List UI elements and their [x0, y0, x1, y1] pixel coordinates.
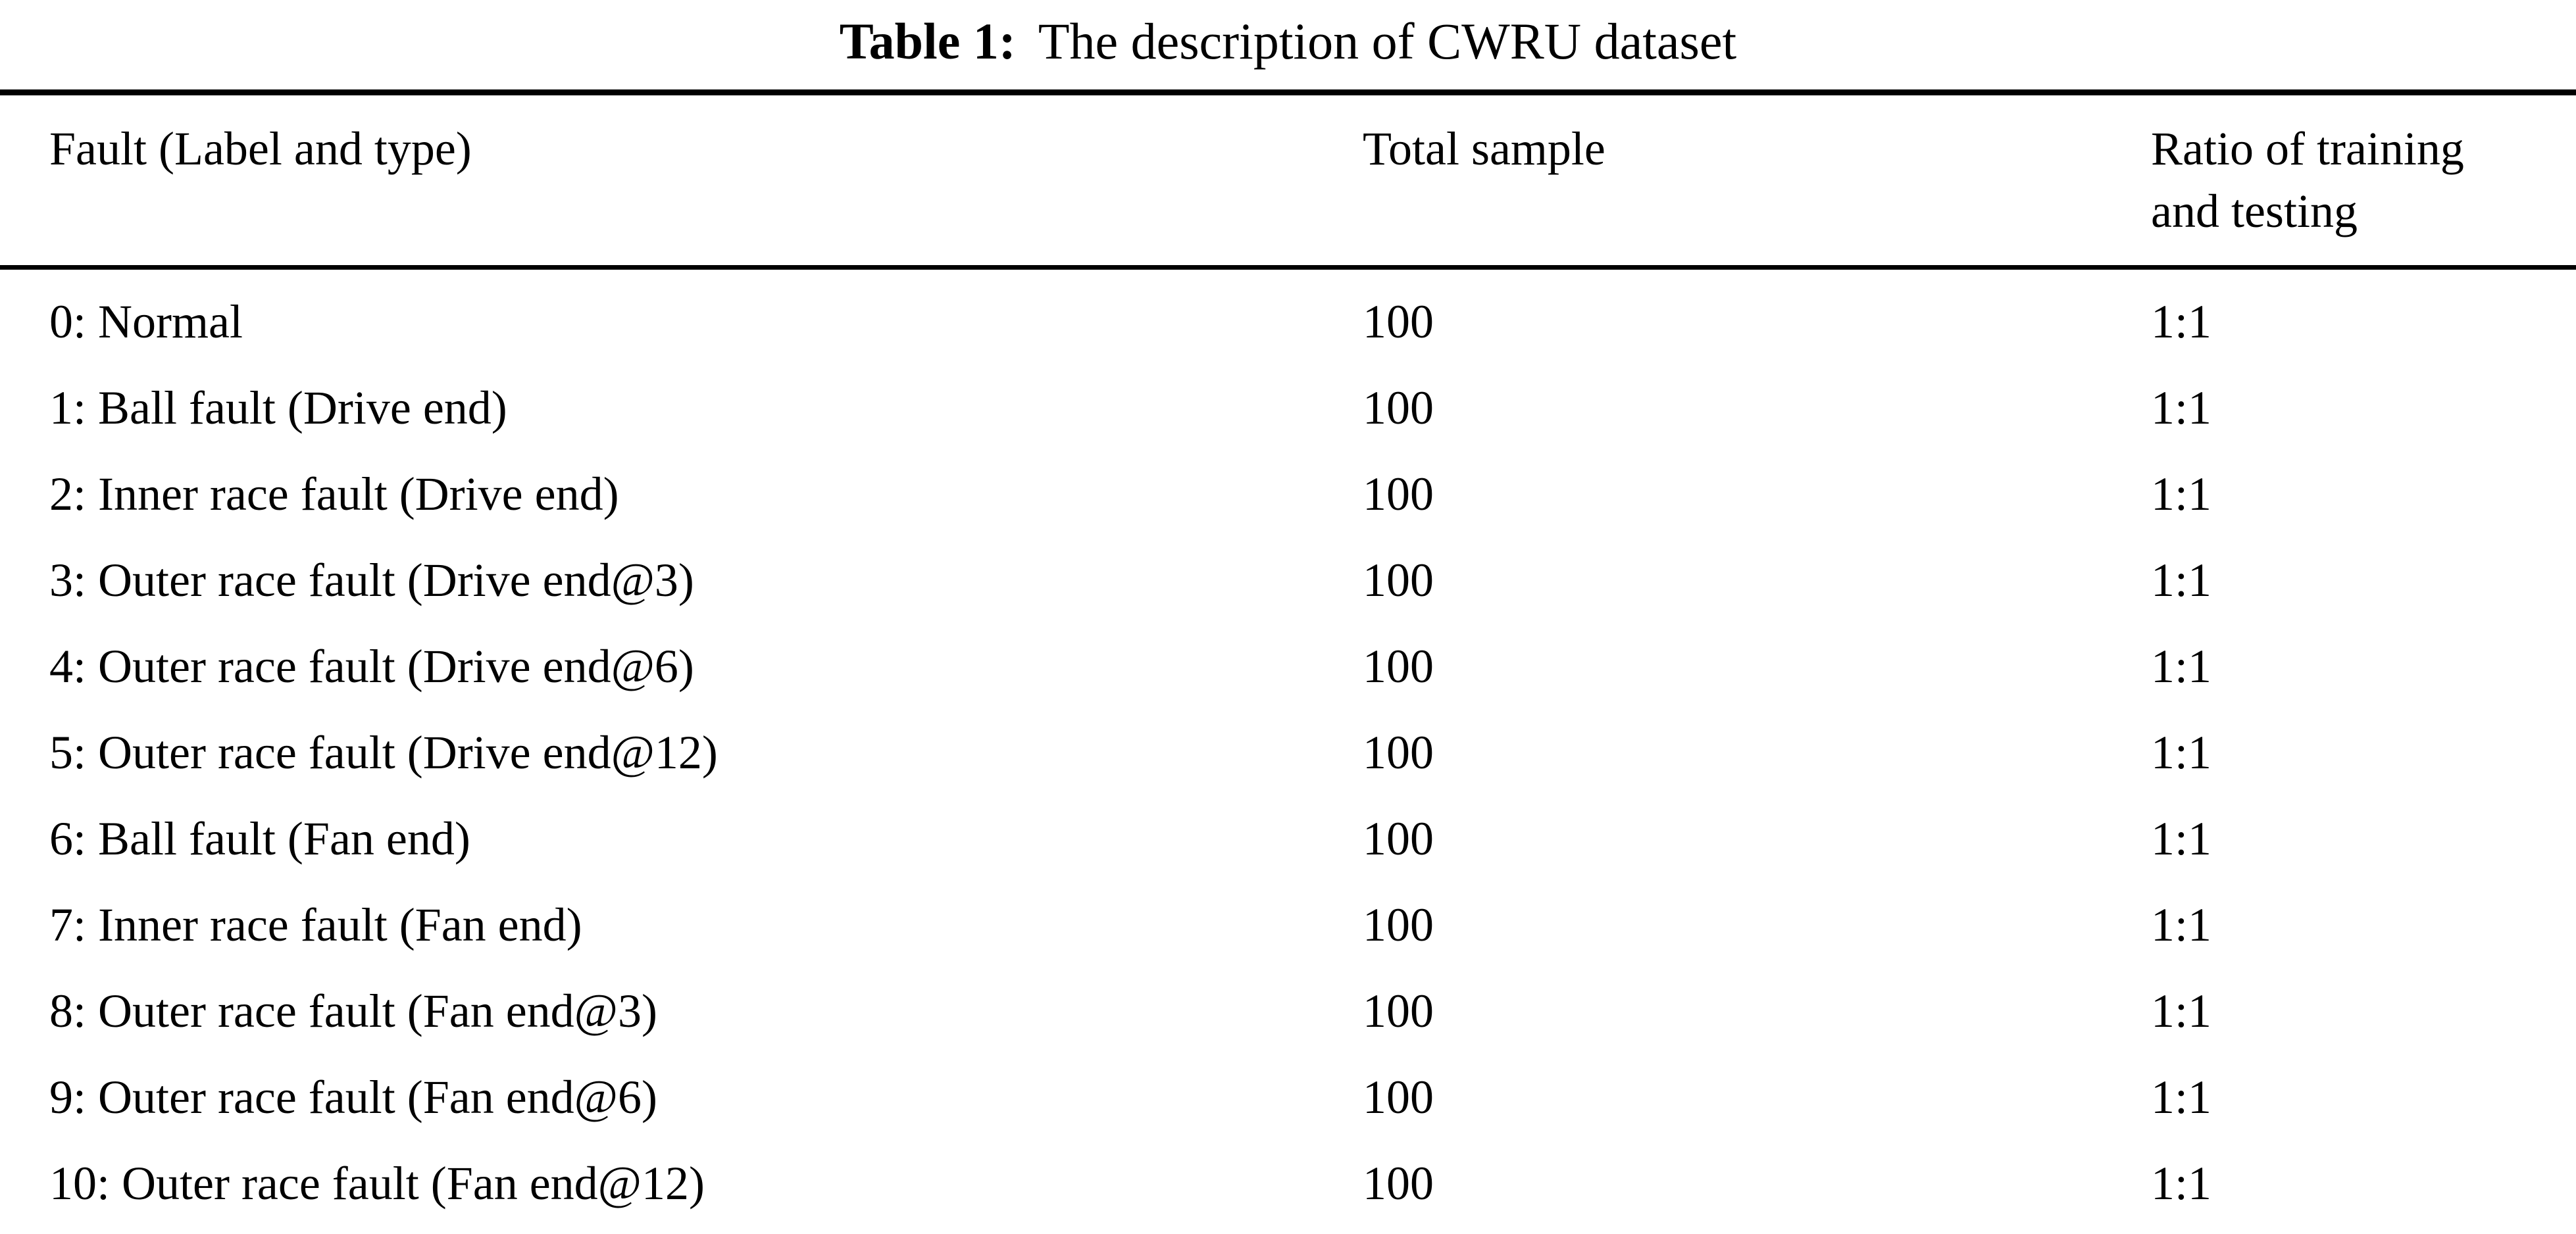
table-header: Fault (Label and type) Total sample Rati… [0, 92, 2576, 270]
total-sample-cell: 100 [1363, 812, 1434, 866]
ratio-cell: 1:1 [2151, 640, 2212, 693]
total-sample-cell: 100 [1363, 382, 1434, 435]
total-sample-cell: 100 [1363, 726, 1434, 779]
fault-cell: 10: Outer race fault (Fan end@12) [49, 1157, 705, 1210]
table-row: 9: Outer race fault (Fan end@6) 100 1:1 [0, 1054, 2576, 1141]
ratio-cell: 1:1 [2151, 382, 2212, 435]
fault-cell: 3: Outer race fault (Drive end@3) [49, 554, 694, 607]
column-header-ratio: Ratio of training and testing [2151, 92, 2576, 270]
total-sample-cell: 100 [1363, 640, 1434, 693]
fault-cell: 1: Ball fault (Drive end) [49, 382, 507, 435]
total-sample-cell: 100 [1363, 899, 1434, 952]
fault-cell: 6: Ball fault (Fan end) [49, 812, 470, 866]
ratio-cell: 1:1 [2151, 1157, 2212, 1210]
ratio-cell: 1:1 [2151, 985, 2212, 1038]
table-row: 6: Ball fault (Fan end) 100 1:1 [0, 796, 2576, 882]
ratio-cell: 1:1 [2151, 899, 2212, 952]
ratio-cell: 1:1 [2151, 468, 2212, 521]
fault-cell: 9: Outer race fault (Fan end@6) [49, 1071, 657, 1124]
total-sample-cell: 100 [1363, 1071, 1434, 1124]
fault-cell: 2: Inner race fault (Drive end) [49, 468, 619, 521]
ratio-cell: 1:1 [2151, 1071, 2212, 1124]
ratio-cell: 1:1 [2151, 554, 2212, 607]
header-row: Fault (Label and type) Total sample Rati… [0, 92, 2576, 270]
table-caption-text: The description of CWRU dataset [1038, 12, 1737, 70]
total-sample-cell: 100 [1363, 295, 1434, 349]
table-row: 0: Normal 100 1:1 [0, 268, 2576, 366]
table-body: 0: Normal 100 1:1 1: Ball fault (Drive e… [0, 268, 2576, 1234]
ratio-cell: 1:1 [2151, 295, 2212, 349]
ratio-cell: 1:1 [2151, 726, 2212, 779]
table-row: 1: Ball fault (Drive end) 100 1:1 [0, 365, 2576, 451]
fault-cell: 7: Inner race fault (Fan end) [49, 899, 582, 952]
cwru-dataset-table: Fault (Label and type) Total sample Rati… [0, 89, 2576, 1234]
fault-cell: 0: Normal [49, 295, 243, 349]
total-sample-cell: 100 [1363, 468, 1434, 521]
table-row: 4: Outer race fault (Drive end@6) 100 1:… [0, 624, 2576, 710]
table-caption: Table 1: The description of CWRU dataset [0, 0, 2576, 79]
table-row: 10: Outer race fault (Fan end@12) 100 1:… [0, 1141, 2576, 1234]
table-row: 8: Outer race fault (Fan end@3) 100 1:1 [0, 968, 2576, 1054]
table-row: 5: Outer race fault (Drive end@12) 100 1… [0, 710, 2576, 796]
column-header-fault: Fault (Label and type) [0, 92, 1363, 270]
table-caption-label: Table 1: [839, 12, 1016, 70]
table-row: 2: Inner race fault (Drive end) 100 1:1 [0, 451, 2576, 537]
table-row: 3: Outer race fault (Drive end@3) 100 1:… [0, 537, 2576, 624]
total-sample-cell: 100 [1363, 1157, 1434, 1210]
column-header-total-sample: Total sample [1363, 92, 2152, 270]
total-sample-cell: 100 [1363, 554, 1434, 607]
fault-cell: 8: Outer race fault (Fan end@3) [49, 985, 657, 1038]
fault-cell: 5: Outer race fault (Drive end@12) [49, 726, 718, 779]
total-sample-cell: 100 [1363, 985, 1434, 1038]
fault-cell: 4: Outer race fault (Drive end@6) [49, 640, 694, 693]
table-row: 7: Inner race fault (Fan end) 100 1:1 [0, 882, 2576, 968]
ratio-cell: 1:1 [2151, 812, 2212, 866]
